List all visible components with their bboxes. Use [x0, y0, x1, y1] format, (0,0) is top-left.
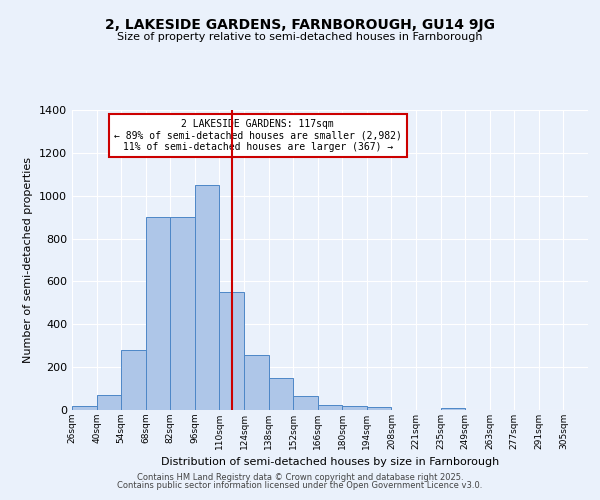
Bar [220, 292, 244, 410]
Text: Size of property relative to semi-detached houses in Farnborough: Size of property relative to semi-detach… [117, 32, 483, 42]
Bar [269, 378, 293, 410]
Text: 2, LAKESIDE GARDENS, FARNBOROUGH, GU14 9JG: 2, LAKESIDE GARDENS, FARNBOROUGH, GU14 9… [105, 18, 495, 32]
Bar [318, 404, 342, 410]
Bar [146, 217, 170, 410]
Bar [342, 406, 367, 410]
Text: Contains public sector information licensed under the Open Government Licence v3: Contains public sector information licen… [118, 480, 482, 490]
Bar [72, 406, 97, 410]
Bar [195, 185, 220, 410]
Bar [440, 408, 465, 410]
Bar [170, 217, 195, 410]
Text: Contains HM Land Registry data © Crown copyright and database right 2025.: Contains HM Land Registry data © Crown c… [137, 473, 463, 482]
Bar [244, 356, 269, 410]
Bar [367, 407, 391, 410]
X-axis label: Distribution of semi-detached houses by size in Farnborough: Distribution of semi-detached houses by … [161, 458, 499, 468]
Text: 2 LAKESIDE GARDENS: 117sqm
← 89% of semi-detached houses are smaller (2,982)
11%: 2 LAKESIDE GARDENS: 117sqm ← 89% of semi… [114, 119, 401, 152]
Bar [121, 350, 146, 410]
Bar [97, 395, 121, 410]
Bar [293, 396, 318, 410]
Y-axis label: Number of semi-detached properties: Number of semi-detached properties [23, 157, 34, 363]
